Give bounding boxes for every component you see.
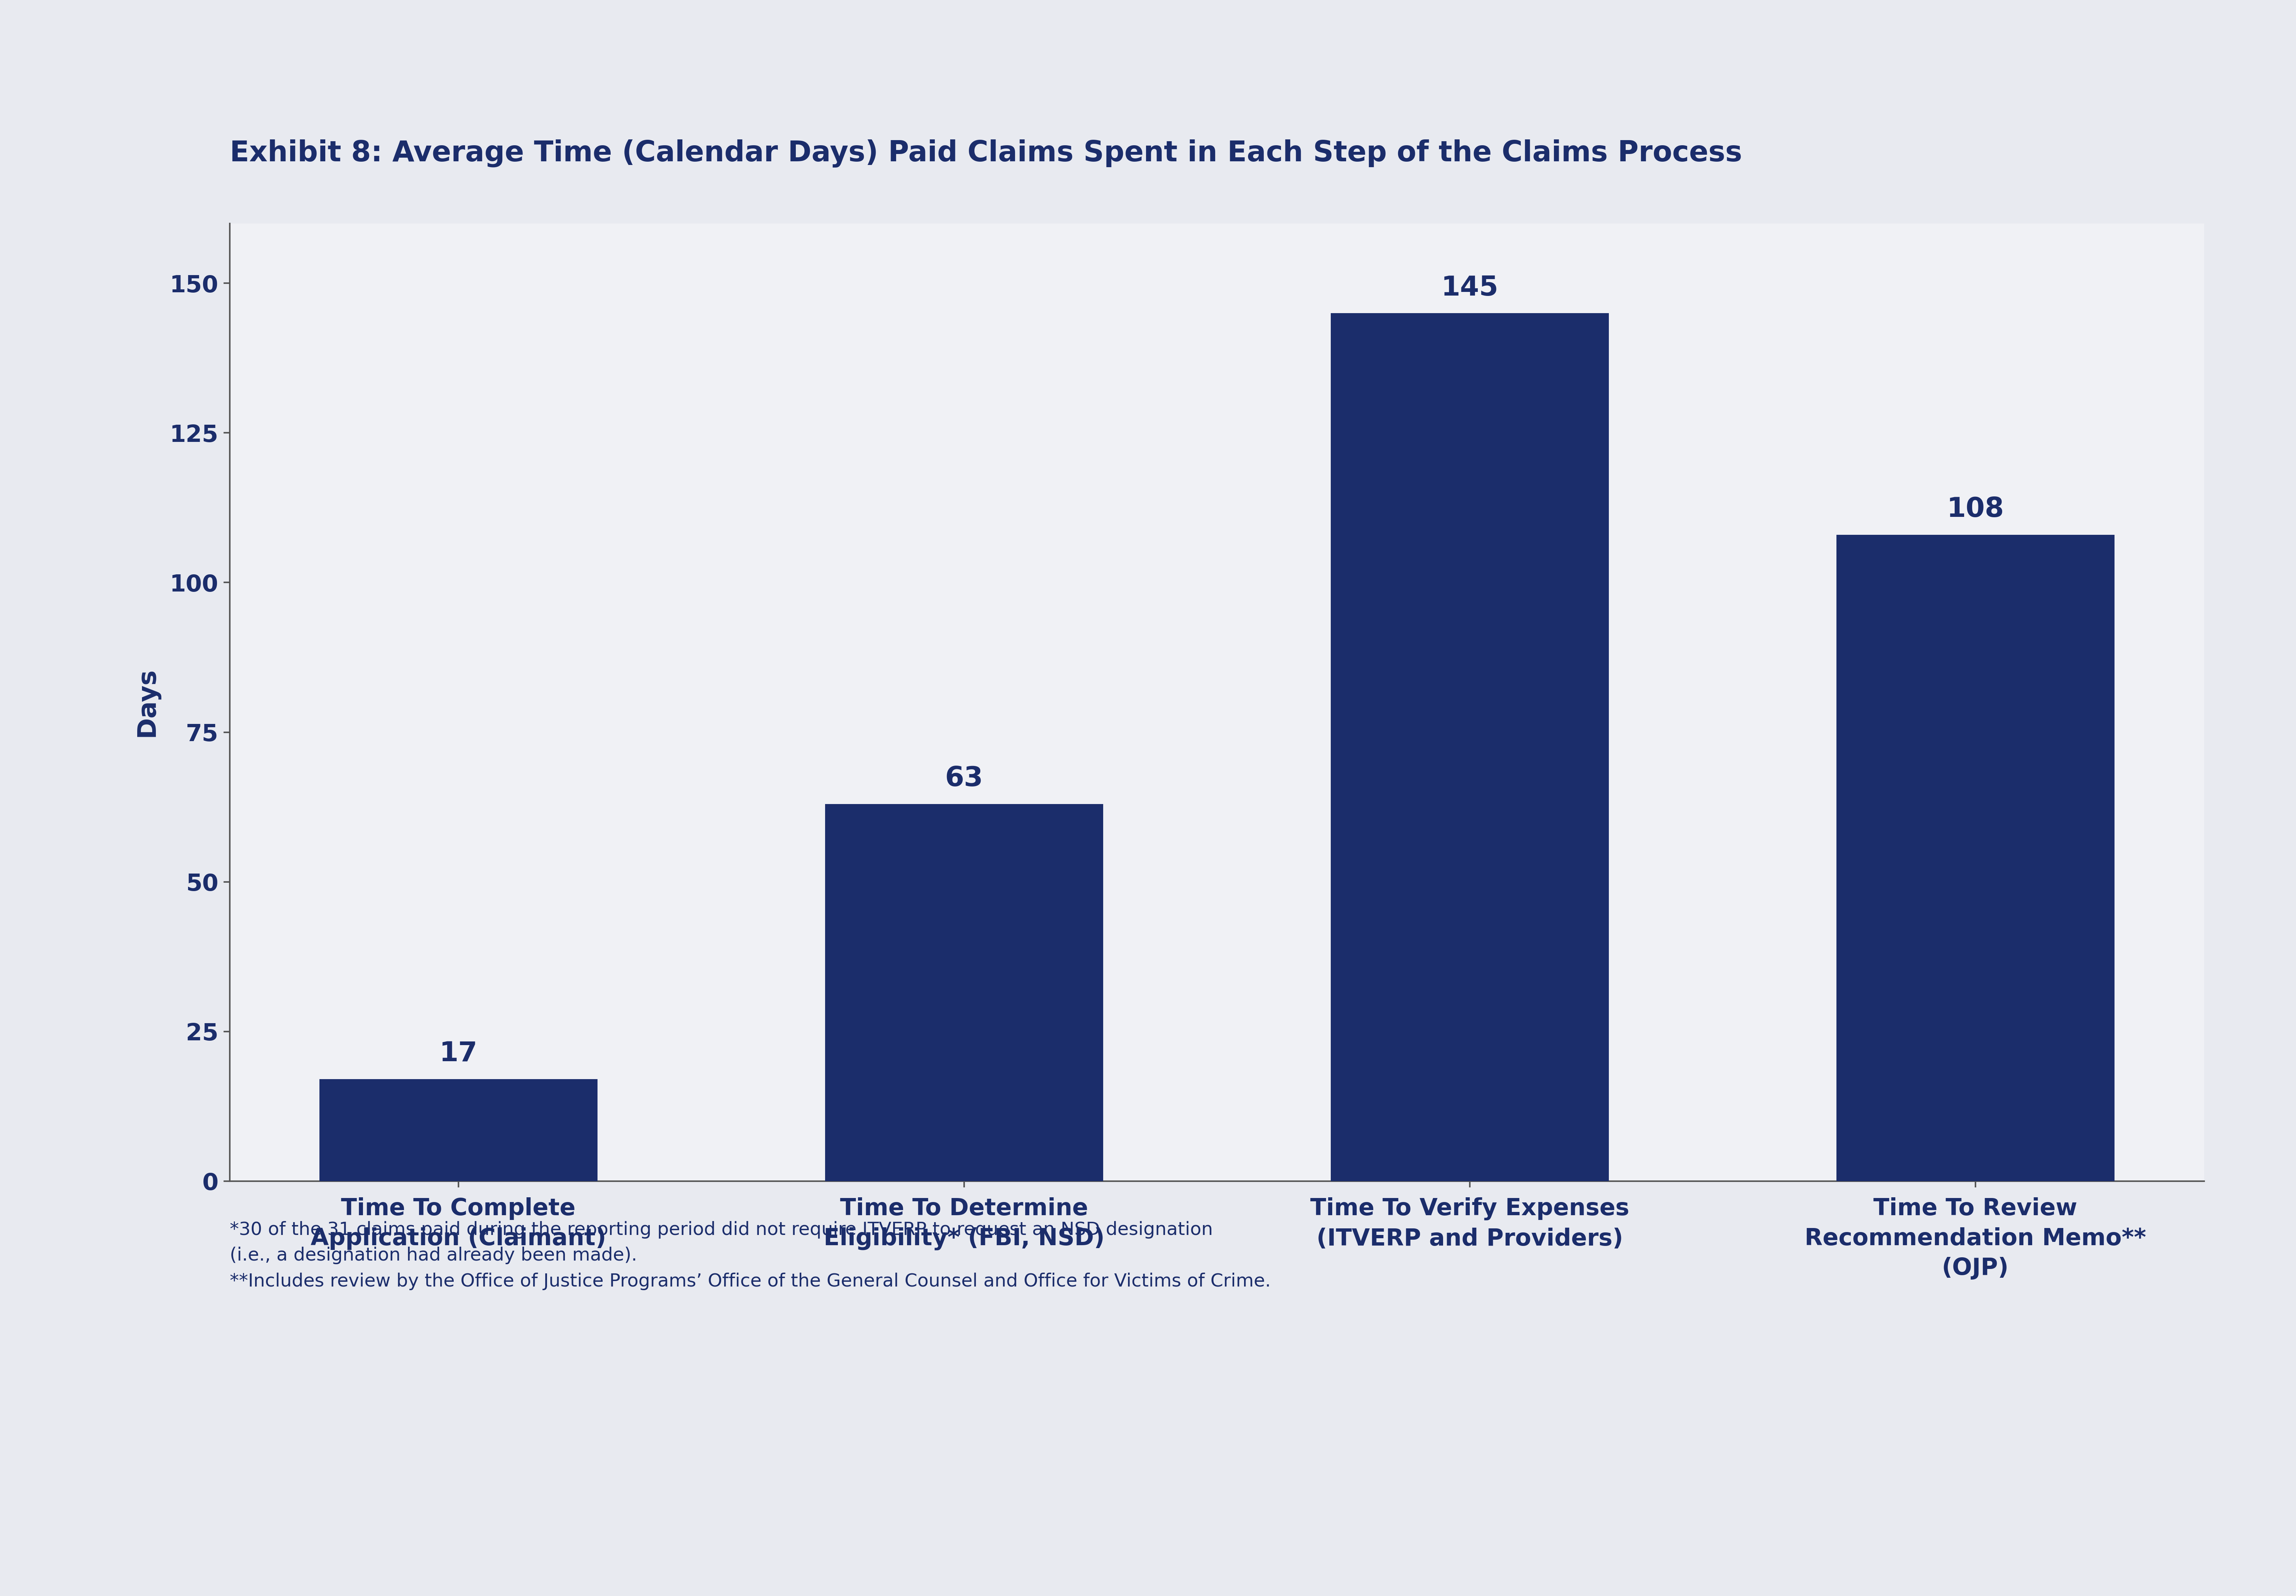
- Bar: [824, 804, 1102, 1181]
- Text: 108: 108: [1947, 496, 2004, 523]
- Text: 145: 145: [1442, 275, 1499, 302]
- Bar: [319, 1079, 597, 1181]
- Bar: [1332, 313, 1609, 1181]
- Bar: [1837, 535, 2115, 1181]
- Text: 17: 17: [439, 1041, 478, 1068]
- Y-axis label: Days: Days: [135, 667, 158, 737]
- Text: Exhibit 8: Average Time (Calendar Days) Paid Claims Spent in Each Step of the Cl: Exhibit 8: Average Time (Calendar Days) …: [230, 139, 1743, 168]
- Text: 63: 63: [946, 766, 983, 792]
- Text: *30 of the 31 claims paid during the reporting period did not require ITVERP to : *30 of the 31 claims paid during the rep…: [230, 1221, 1270, 1290]
